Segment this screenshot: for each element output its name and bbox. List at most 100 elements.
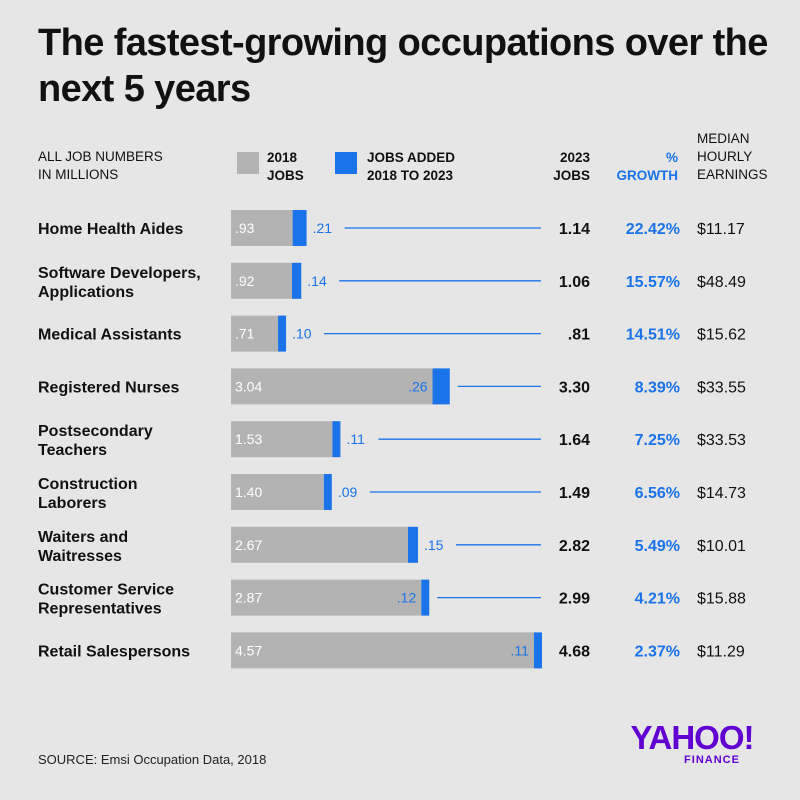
growth-percent: 6.56% (635, 485, 680, 502)
value-label-jobs-added: .26 (408, 378, 428, 394)
value-label-jobs-added: .10 (292, 326, 312, 342)
col-header-earnings: MEDIAN HOURLY EARNINGS (697, 130, 768, 184)
logo-wordmark: YAHOO! (630, 719, 755, 756)
chart-title: The fastest-growing occupations over the… (38, 22, 768, 110)
bar-2018-jobs (231, 368, 433, 405)
bar-jobs-added (291, 262, 302, 299)
total-2023-jobs: .81 (568, 327, 590, 344)
value-label-2018-jobs: 3.04 (235, 378, 262, 394)
col-header-growth-line1: % (665, 150, 678, 165)
value-label-2018-jobs: .71 (235, 326, 255, 342)
yahoo-finance-logo: YAHOO! FINANCE (622, 719, 762, 767)
median-hourly-earnings: $33.53 (697, 432, 746, 449)
median-hourly-earnings: $15.88 (697, 591, 746, 608)
total-2023-jobs: 2.99 (559, 591, 590, 608)
category-label: Waitresses (38, 548, 122, 565)
total-2023-jobs: 1.64 (559, 432, 590, 449)
growth-percent: 7.25% (635, 432, 680, 449)
legend-swatch-jobs-added (335, 152, 357, 174)
bar-jobs-added (408, 526, 418, 563)
value-label-2018-jobs: .93 (235, 220, 255, 236)
col-header-2023-jobs-line1: 2023 (559, 150, 590, 165)
bar-jobs-added (421, 579, 430, 616)
value-label-2018-jobs: 2.87 (235, 590, 262, 606)
value-label-jobs-added: .15 (424, 537, 444, 553)
value-label-jobs-added: .14 (307, 273, 327, 289)
col-header-earnings-line1: MEDIAN (697, 131, 750, 146)
category-label: Laborers (38, 495, 107, 512)
legend-2018-jobs-line1: 2018 (267, 150, 298, 165)
bar-2018-jobs (231, 262, 292, 299)
bar-2018-jobs (231, 210, 293, 246)
bar-2018-jobs (231, 421, 333, 458)
legend-2018-jobs-line2: JOBS (267, 168, 304, 183)
category-label: Representatives (38, 601, 162, 618)
median-hourly-earnings: $15.62 (697, 327, 746, 344)
bar-2018-jobs (231, 474, 324, 510)
category-label: Postsecondary (38, 423, 153, 440)
logo-subtitle: FINANCE (684, 754, 740, 766)
bar-2018-jobs (231, 579, 422, 616)
total-2023-jobs: 1.14 (559, 221, 590, 238)
total-2023-jobs: 3.30 (559, 379, 590, 396)
bar-jobs-added (292, 210, 307, 246)
col-header-2023-jobs: 2023 JOBS (530, 149, 590, 185)
value-label-2018-jobs: 1.53 (235, 431, 262, 447)
growth-percent: 8.39% (635, 379, 680, 396)
median-hourly-earnings: $11.17 (697, 221, 745, 238)
legend-jobs-added-line1: JOBS ADDED (367, 150, 456, 165)
value-label-jobs-added: .11 (511, 642, 530, 658)
growth-percent: 15.57% (626, 274, 680, 291)
median-hourly-earnings: $48.49 (697, 274, 746, 291)
growth-percent: 4.21% (635, 591, 680, 608)
legend-swatch-2018-jobs (237, 152, 259, 174)
category-label: Teachers (38, 442, 107, 459)
legend-jobs-added-line2: 2018 TO 2023 (367, 168, 454, 183)
col-header-growth: % GROWTH (590, 149, 679, 185)
bar-jobs-added (533, 632, 542, 669)
bar-jobs-added (323, 474, 332, 510)
category-label: Retail Salespersons (38, 643, 190, 660)
category-label: Waiters and (38, 529, 128, 546)
growth-percent: 14.51% (626, 327, 680, 344)
value-label-2018-jobs: 2.67 (235, 537, 262, 553)
value-label-2018-jobs: 4.57 (235, 642, 262, 658)
col-header-growth-line2: GROWTH (616, 168, 679, 183)
value-label-2018-jobs: .92 (235, 273, 255, 289)
value-label-jobs-added: .12 (397, 590, 417, 606)
col-header-earnings-line2: HOURLY (697, 149, 753, 164)
category-label: Construction (38, 476, 138, 493)
bar-2018-jobs (231, 526, 409, 563)
category-label: Home Health Aides (38, 221, 183, 238)
growth-percent: 22.42% (626, 221, 680, 238)
bar-jobs-added (278, 315, 287, 352)
units-note-line2: IN MILLIONS (38, 167, 119, 182)
bar-2018-jobs (231, 632, 534, 669)
legend-2018-jobs: 2018 JOBS (267, 149, 304, 185)
col-header-2023-jobs-line2: JOBS (553, 168, 590, 183)
bar-jobs-added (432, 368, 450, 405)
median-hourly-earnings: $11.29 (697, 643, 745, 660)
value-label-jobs-added: .11 (346, 431, 365, 447)
category-label: Customer Service (38, 582, 174, 599)
value-label-jobs-added: .09 (338, 484, 358, 500)
growth-percent: 5.49% (635, 538, 680, 555)
total-2023-jobs: 4.68 (559, 643, 590, 660)
median-hourly-earnings: $33.55 (697, 379, 746, 396)
source-note: SOURCE: Emsi Occupation Data, 2018 (38, 752, 267, 767)
col-header-earnings-line3: EARNINGS (697, 167, 768, 182)
growth-percent: 2.37% (635, 643, 680, 660)
units-note: ALL JOB NUMBERS IN MILLIONS (38, 148, 163, 184)
bar-jobs-added (332, 421, 341, 458)
total-2023-jobs: 2.82 (559, 538, 590, 555)
median-hourly-earnings: $10.01 (697, 538, 746, 555)
category-label: Software Developers, (38, 265, 201, 282)
category-label: Registered Nurses (38, 379, 179, 396)
units-note-line1: ALL JOB NUMBERS (38, 149, 163, 164)
category-label: Applications (38, 284, 134, 301)
category-label: Medical Assistants (38, 327, 182, 344)
median-hourly-earnings: $14.73 (697, 485, 746, 502)
value-label-jobs-added: .21 (313, 220, 333, 236)
total-2023-jobs: 1.49 (559, 485, 590, 502)
